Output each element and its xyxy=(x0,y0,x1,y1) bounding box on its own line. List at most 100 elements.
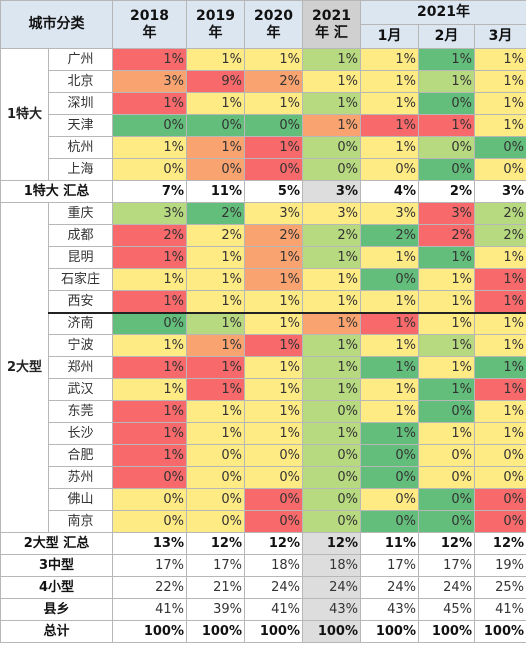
category-cell: 18% xyxy=(244,554,303,577)
share-cell: 0% xyxy=(418,466,475,489)
category-cell: 17% xyxy=(186,554,245,577)
category-cell: 43% xyxy=(360,598,419,621)
share-cell: 3% xyxy=(302,202,361,225)
share-cell: 1% xyxy=(244,334,303,357)
group-total-cell: 7% xyxy=(112,180,187,203)
group-total-cell: 11% xyxy=(360,532,419,555)
share-cell: 1% xyxy=(473,378,526,401)
grand-total-cell: 100% xyxy=(302,620,361,643)
share-cell: 1% xyxy=(112,378,187,401)
share-cell: 2% xyxy=(244,70,303,93)
share-cell: 0% xyxy=(302,444,361,467)
share-cell: 0% xyxy=(302,510,361,533)
share-cell: 1% xyxy=(302,290,361,313)
city-name: 东莞 xyxy=(48,400,113,423)
category-cell: 17% xyxy=(112,554,187,577)
table-row: 苏州 0% 0% 0% 0% 0% 0% 0% xyxy=(1,466,526,489)
table-row: 昆明 1% 1% 1% 1% 1% 1% 1% xyxy=(1,246,526,269)
table-row: 宁波 1% 1% 1% 1% 1% 1% 1% xyxy=(1,334,526,357)
city-name: 上海 xyxy=(48,158,113,181)
share-cell: 0% xyxy=(418,488,475,511)
share-cell: 1% xyxy=(473,246,526,269)
share-cell: 1% xyxy=(418,378,475,401)
city-name: 合肥 xyxy=(48,444,113,467)
share-cell: 0% xyxy=(473,136,526,159)
grand-total-cell: 100% xyxy=(360,620,419,643)
year_2019-line1: 2019 xyxy=(196,7,235,24)
share-cell: 0% xyxy=(473,510,526,533)
share-cell: 3% xyxy=(112,70,187,93)
group-total-cell: 4% xyxy=(360,180,419,203)
share-cell: 0% xyxy=(186,466,245,489)
category-row: 县乡 41% 39% 41% 43% 43% 45% 41% xyxy=(0,598,526,621)
share-cell: 1% xyxy=(418,311,475,335)
share-cell: 1% xyxy=(186,422,245,445)
share-cell: 1% xyxy=(112,246,187,269)
share-cell: 1% xyxy=(112,48,187,71)
share-cell: 1% xyxy=(186,48,245,71)
category-cell: 24% xyxy=(244,576,303,599)
share-cell: 1% xyxy=(360,311,419,335)
share-cell: 1% xyxy=(244,136,303,159)
table-row: 天津 0% 0% 0% 1% 1% 1% 1% xyxy=(1,114,526,137)
share-cell: 1% xyxy=(302,92,361,115)
category-label: 4小型 xyxy=(0,576,113,599)
share-cell: 0% xyxy=(302,400,361,423)
share-cell: 1% xyxy=(302,311,361,335)
share-cell: 1% xyxy=(418,422,475,445)
share-cell: 0% xyxy=(418,136,475,159)
share-cell: 1% xyxy=(360,246,419,269)
category-cell: 18% xyxy=(302,554,361,577)
group-total-cell: 12% xyxy=(186,532,245,555)
group-total-label: 2大型 汇总 xyxy=(0,532,113,555)
share-cell: 1% xyxy=(418,334,475,357)
city-name: 济南 xyxy=(48,311,113,335)
share-cell: 0% xyxy=(473,444,526,467)
year_2021-line1: 2021 xyxy=(312,7,351,24)
share-cell: 0% xyxy=(473,158,526,181)
share-cell: 0% xyxy=(302,158,361,181)
share-cell: 1% xyxy=(244,92,303,115)
group-total-cell: 12% xyxy=(473,532,526,555)
table-row: 1特大 广州 1% 1% 1% 1% 1% 1% 1% xyxy=(0,48,526,181)
share-cell: 1% xyxy=(302,422,361,445)
share-cell: 0% xyxy=(473,466,526,489)
header-2021-months: 2021年 xyxy=(359,0,526,25)
table-row: 成都 2% 2% 2% 2% 2% 2% 2% xyxy=(1,224,526,247)
share-cell: 0% xyxy=(186,114,245,137)
share-cell: 1% xyxy=(244,311,303,335)
share-cell: 1% xyxy=(186,356,245,379)
grand-total-cell: 100% xyxy=(473,620,526,643)
category-label: 3中型 xyxy=(0,554,113,577)
share-cell: 0% xyxy=(302,136,361,159)
grand-total-cell: 100% xyxy=(112,620,187,643)
city-name: 武汉 xyxy=(48,378,113,401)
share-cell: 1% xyxy=(302,48,361,71)
category-label: 县乡 xyxy=(0,598,113,621)
share-cell: 2% xyxy=(418,224,475,247)
share-cell: 0% xyxy=(473,488,526,511)
grand-total-label: 总计 xyxy=(0,620,113,643)
share-cell: 0% xyxy=(360,158,419,181)
header-row-months: 1月 2月 3月 xyxy=(1,24,526,49)
table-row: 南京 0% 0% 0% 0% 0% 0% 0% xyxy=(1,510,526,533)
share-cell: 2% xyxy=(186,202,245,225)
category-cell: 24% xyxy=(360,576,419,599)
header-month: 3月 xyxy=(473,24,526,49)
share-cell: 1% xyxy=(473,290,526,313)
group-total-cell: 13% xyxy=(112,532,187,555)
share-cell: 1% xyxy=(112,268,187,291)
share-cell: 1% xyxy=(473,268,526,291)
category-row: 3中型 17% 17% 18% 18% 17% 17% 19% xyxy=(0,554,526,577)
city-name: 苏州 xyxy=(48,466,113,489)
share-cell: 0% xyxy=(244,510,303,533)
share-cell: 0% xyxy=(302,488,361,511)
group-total-cell: 2% xyxy=(418,180,475,203)
share-cell: 1% xyxy=(112,422,187,445)
header-row: 城市分类 2018 年 2019 年 2020 年 2021 年 汇 2021年 xyxy=(0,0,526,49)
share-cell: 2% xyxy=(112,224,187,247)
share-cell: 0% xyxy=(186,488,245,511)
share-cell: 0% xyxy=(418,158,475,181)
year_2020-line1: 2020 xyxy=(254,7,293,24)
share-cell: 1% xyxy=(360,92,419,115)
